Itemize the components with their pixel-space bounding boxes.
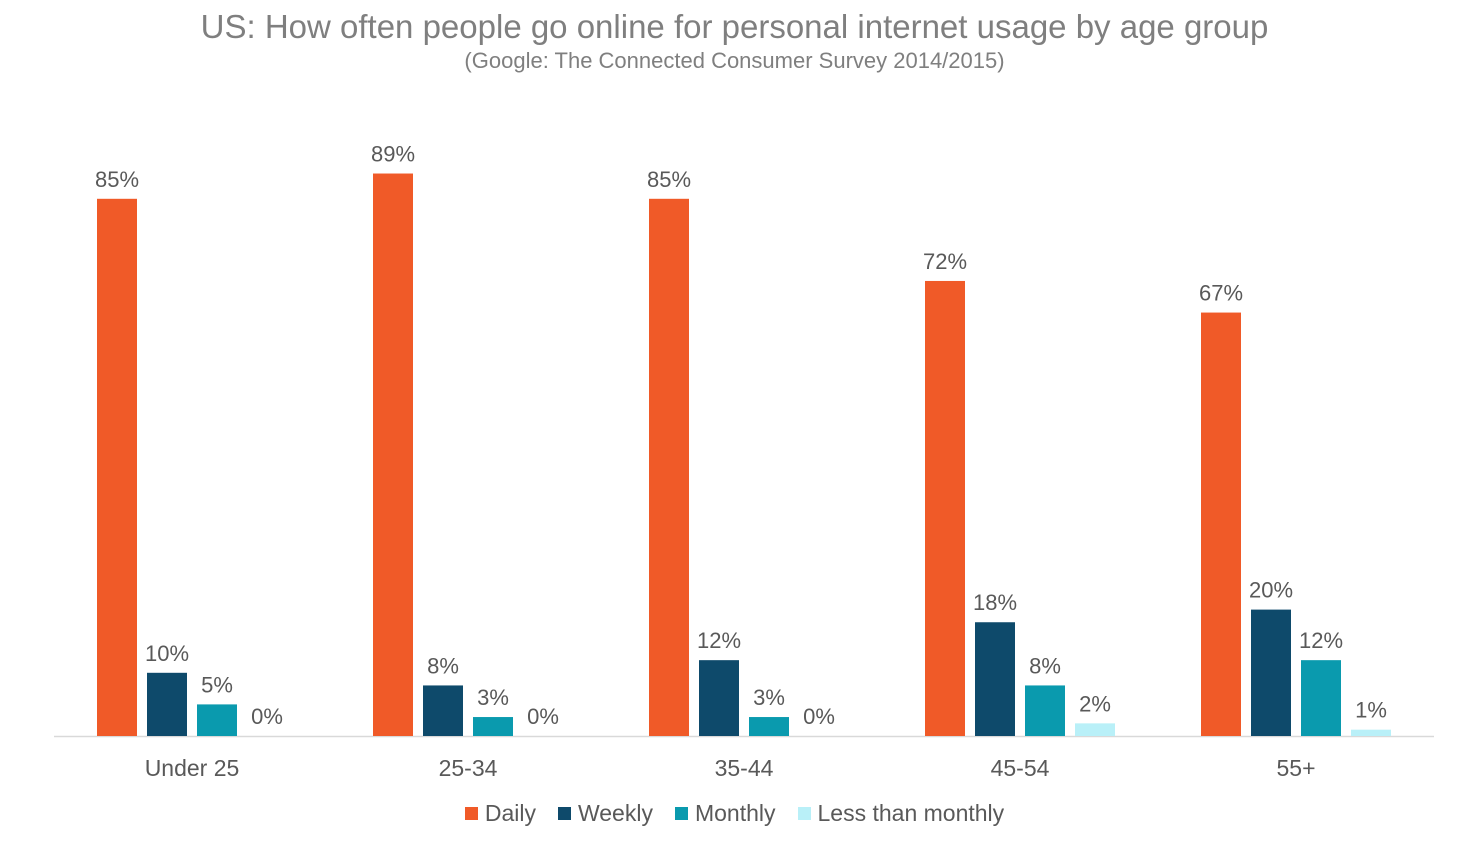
data-label-monthly-45-54: 8% <box>1029 653 1061 678</box>
data-label-less-than-monthly-45-54: 2% <box>1079 691 1111 716</box>
data-label-less-than-monthly-55: 1% <box>1355 698 1387 723</box>
legend-swatch-daily <box>464 807 478 820</box>
legend-item-weekly: Weekly <box>557 800 653 827</box>
legend-swatch-less-than-monthly <box>797 807 811 820</box>
data-label-weekly-45-54: 18% <box>973 590 1017 615</box>
x-tick-label-25-34: 25-34 <box>439 755 498 781</box>
data-label-daily-45-54: 72% <box>923 249 967 274</box>
legend-label-monthly: Monthly <box>694 800 776 826</box>
data-label-daily-under-25: 85% <box>95 167 139 192</box>
x-tick-label-35-44: 35-44 <box>715 755 774 781</box>
legend-swatch-monthly <box>674 807 688 820</box>
legend-label-less-than-monthly: Less than monthly <box>817 800 1005 826</box>
bar-daily-25-34 <box>373 173 413 736</box>
bar-weekly-25-34 <box>423 685 463 736</box>
legend-label-daily: Daily <box>484 800 536 826</box>
bar-weekly-35-44 <box>699 660 739 736</box>
x-tick-label-45-54: 45-54 <box>991 755 1050 781</box>
data-label-less-than-monthly-35-44: 0% <box>803 704 835 729</box>
bar-monthly-under-25 <box>197 704 237 736</box>
bar-daily-35-44 <box>649 198 689 737</box>
data-label-monthly-35-44: 3% <box>753 685 785 710</box>
bar-monthly-35-44 <box>749 717 789 736</box>
bar-daily-55 <box>1201 312 1241 736</box>
bar-weekly-45-54 <box>975 622 1015 736</box>
legend-swatch-weekly <box>557 807 571 820</box>
data-label-weekly-55: 20% <box>1249 578 1293 603</box>
bar-less-than-monthly-45-54 <box>1075 723 1115 736</box>
data-label-daily-55: 67% <box>1199 281 1243 306</box>
chart-title: US: How often people go online for perso… <box>200 8 1269 45</box>
legend-item-monthly: Monthly <box>674 800 776 827</box>
bar-less-than-monthly-55 <box>1351 729 1391 736</box>
data-label-less-than-monthly-25-34: 0% <box>527 704 559 729</box>
legend-item-daily: Daily <box>464 800 536 827</box>
x-tick-label-55: 55+ <box>1276 755 1315 781</box>
data-label-daily-35-44: 85% <box>647 167 691 192</box>
data-label-daily-25-34: 89% <box>371 142 415 167</box>
chart-subtitle: (Google: The Connected Consumer Survey 2… <box>464 48 1005 73</box>
bar-monthly-25-34 <box>473 717 513 736</box>
legend-label-weekly: Weekly <box>577 800 653 826</box>
legend-item-less-than-monthly: Less than monthly <box>797 800 1005 827</box>
data-label-weekly-35-44: 12% <box>697 628 741 653</box>
bar-monthly-45-54 <box>1025 685 1065 736</box>
data-label-less-than-monthly-under-25: 0% <box>251 704 283 729</box>
bar-daily-45-54 <box>925 280 965 736</box>
data-label-monthly-25-34: 3% <box>477 685 509 710</box>
x-tick-label-under-25: Under 25 <box>145 755 240 781</box>
bar-weekly-55 <box>1251 609 1291 736</box>
data-label-monthly-55: 12% <box>1299 628 1343 653</box>
bar-monthly-55 <box>1301 660 1341 736</box>
data-label-weekly-under-25: 10% <box>145 641 189 666</box>
data-label-monthly-under-25: 5% <box>201 672 233 697</box>
legend: Daily Weekly Monthly Less than monthly <box>0 800 1469 827</box>
bar-weekly-under-25 <box>147 672 187 736</box>
data-label-weekly-25-34: 8% <box>427 653 459 678</box>
bar-daily-under-25 <box>97 198 137 737</box>
